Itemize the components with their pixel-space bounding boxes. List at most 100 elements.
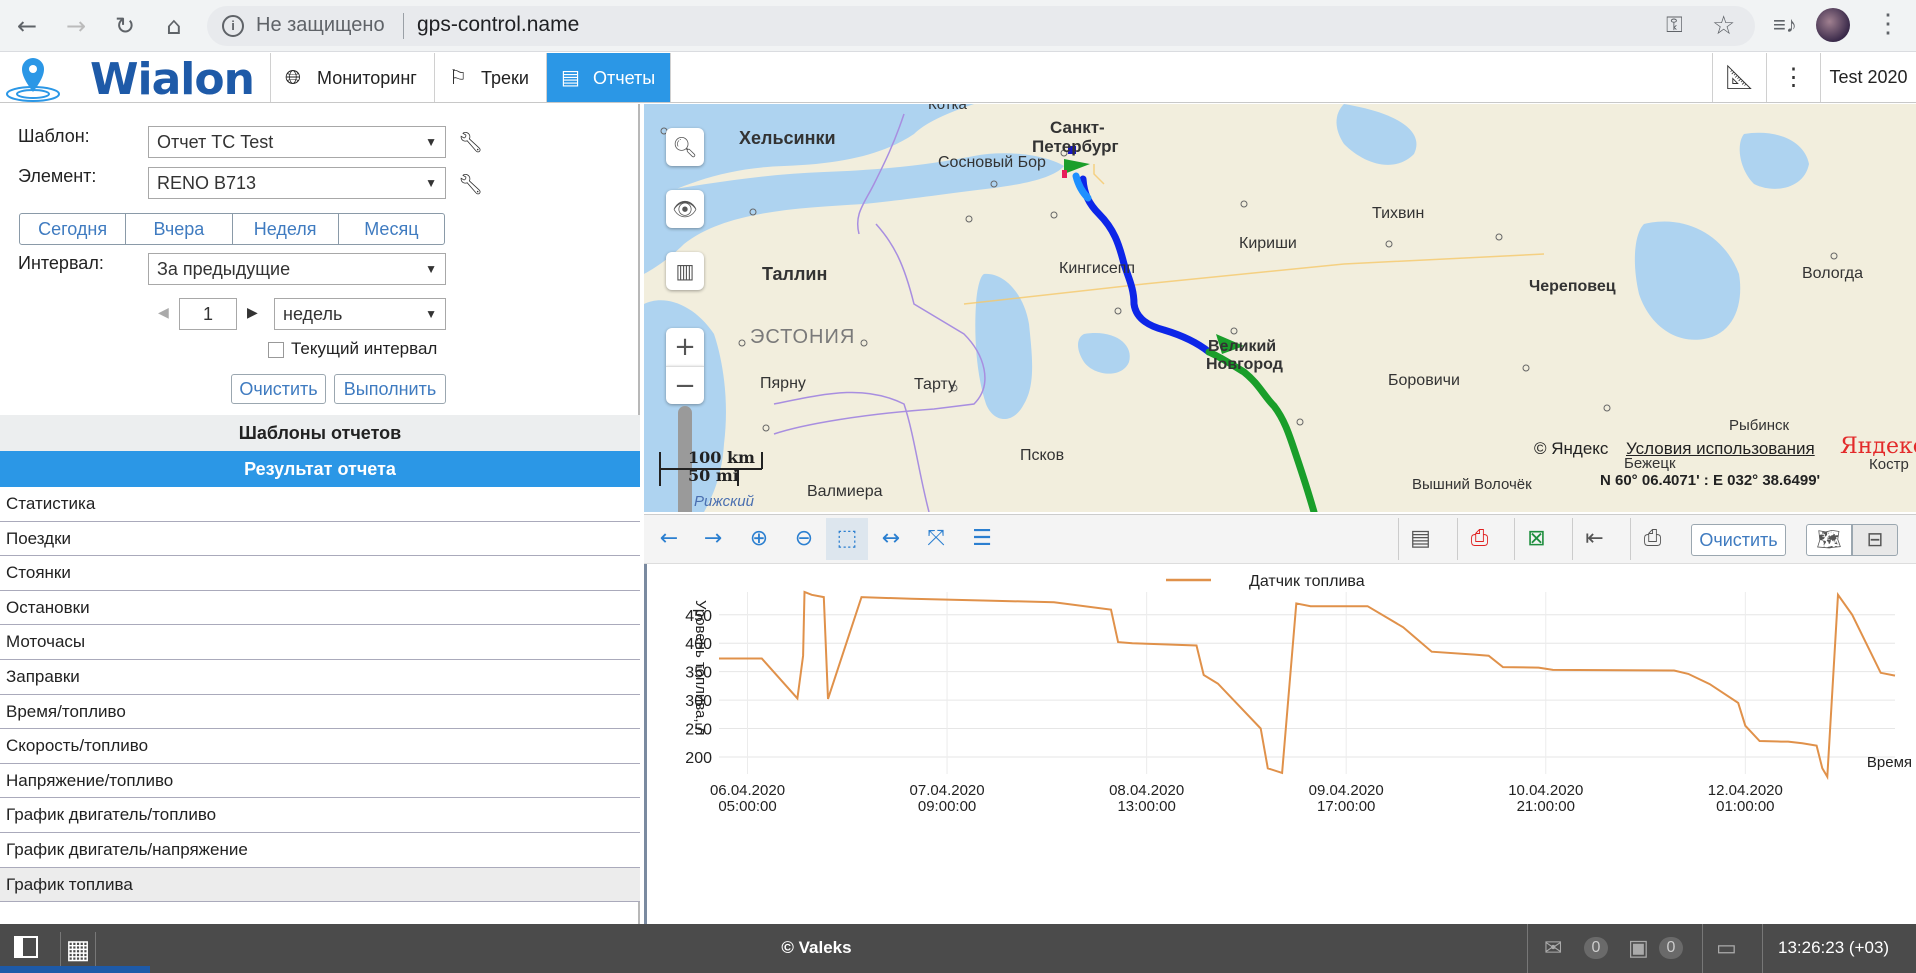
clear-chart-button[interactable]: Очистить: [1691, 524, 1786, 556]
result-item-parkings[interactable]: Стоянки: [0, 556, 640, 591]
map[interactable]: Сосновый Бор Хельсинки Санкт- Петербург …: [644, 104, 1916, 512]
images-icon[interactable]: ▣: [1628, 935, 1649, 960]
execute-button[interactable]: Выполнить: [334, 374, 446, 404]
lake-peipus: [975, 273, 1033, 419]
period-week-button[interactable]: Неделя: [233, 214, 339, 244]
result-item-speed-fuel[interactable]: Скорость/топливо: [0, 729, 640, 764]
map-label: ЭСТОНИЯ: [750, 326, 856, 348]
result-item-statistics[interactable]: Статистика: [0, 487, 640, 522]
period-yesterday-button[interactable]: Вчера: [126, 214, 233, 244]
template-wrench-icon[interactable]: 🔧︎: [458, 130, 484, 154]
notifications-icon[interactable]: ▭: [1716, 935, 1737, 960]
border-line: [857, 113, 905, 235]
home-icon[interactable]: ⌂: [166, 12, 182, 40]
result-item-engine-voltage-chart[interactable]: График двигатель/напряжение: [0, 833, 640, 868]
result-item-trips[interactable]: Поездки: [0, 521, 640, 557]
chart-grid: [719, 592, 1895, 774]
taskbar-strip: [0, 966, 150, 973]
browser-menu-icon[interactable]: ⋮: [1875, 8, 1901, 38]
map-terms-link[interactable]: Условия использования: [1626, 439, 1815, 458]
printer-icon[interactable]: ⎙: [1630, 518, 1674, 560]
info-icon[interactable]: i: [222, 15, 244, 37]
templates-section-header[interactable]: Шаблоны отчетов: [0, 415, 640, 451]
split-view-icon[interactable]: ⊟: [1852, 524, 1898, 556]
fit-all-icon[interactable]: ⤧: [927, 526, 945, 551]
zoom-out-icon[interactable]: −: [666, 366, 704, 404]
interval-select[interactable]: За предыдущие ▼: [148, 253, 446, 285]
start-arrow-icon: [1064, 159, 1090, 174]
map-search-icon[interactable]: 🔍︎: [666, 128, 704, 166]
pdf-export-icon[interactable]: ⎙: [1457, 518, 1501, 560]
element-select[interactable]: RENO B713 ▼: [148, 167, 446, 199]
url-text[interactable]: gps-control.name: [417, 13, 580, 36]
zoom-out-chart-icon[interactable]: ⊖: [794, 526, 814, 551]
panel-toggle-icon[interactable]: [14, 936, 38, 958]
nav-tracks[interactable]: ⚐ Треки: [434, 53, 546, 102]
increment-icon[interactable]: ▶: [247, 304, 258, 320]
print-preview-icon[interactable]: ▤: [1398, 518, 1442, 560]
ruler-icon[interactable]: 📐︎: [1712, 53, 1766, 102]
result-item-engine-fuel-chart[interactable]: График двигатель/топливо: [0, 798, 640, 833]
back-icon[interactable]: ←: [16, 12, 38, 40]
element-wrench-icon[interactable]: 🔧︎: [458, 172, 484, 196]
more-menu-icon[interactable]: ⋮: [1766, 53, 1820, 102]
nav-monitoring[interactable]: 🌐︎ Мониторинг: [270, 53, 434, 102]
result-item-stops[interactable]: Остановки: [0, 590, 640, 626]
gulf-of-finland: [644, 153, 1064, 274]
user-name[interactable]: Test 2020: [1820, 53, 1916, 102]
result-item-fillings[interactable]: Заправки: [0, 660, 640, 695]
zoom-slider[interactable]: [678, 406, 692, 512]
lake-ladoga: [1336, 104, 1417, 165]
x-axis-zoom-icon[interactable]: ↔: [881, 526, 901, 551]
map-visibility-icon[interactable]: 👁︎: [666, 190, 704, 228]
legend-list-icon[interactable]: ☰: [972, 526, 992, 551]
app-header: [0, 53, 1916, 103]
result-item-time-fuel[interactable]: Время/топливо: [0, 694, 640, 730]
y-tick-label: 350: [685, 665, 712, 682]
fuel-chart-panel: 200 250 300 350 400 450 06.04.2020 05:00:00 07.…: [644, 564, 1916, 924]
map-label: Таллин: [762, 264, 828, 284]
apps-grid-icon[interactable]: ▦: [60, 932, 96, 968]
border-line: [773, 391, 930, 512]
template-select[interactable]: Отчет ТС Test ▼: [148, 126, 446, 158]
forward-icon[interactable]: →: [65, 12, 87, 40]
messages-icon[interactable]: ✉: [1544, 935, 1563, 960]
import-icon[interactable]: ⇤: [1572, 518, 1616, 560]
decrement-icon[interactable]: ◀: [158, 304, 169, 320]
media-control-icon[interactable]: ≡♪: [1773, 12, 1797, 37]
road-line: [963, 164, 1545, 305]
current-interval-checkbox[interactable]: [268, 342, 284, 358]
key-icon[interactable]: ⚿: [1666, 12, 1683, 37]
zoom-in-chart-icon[interactable]: ⊕: [749, 526, 769, 551]
period-month-button[interactable]: Месяц: [364, 219, 419, 239]
track-lightblue: [1072, 172, 1092, 202]
yandex-logo[interactable]: Яндекс: [1840, 434, 1916, 459]
result-item-voltage-fuel[interactable]: Напряжение/топливо: [0, 763, 640, 799]
result-section-header[interactable]: Результат отчета: [0, 451, 640, 487]
x-axis-label: Время: [1867, 754, 1912, 771]
clear-form-button[interactable]: Очистить: [231, 374, 326, 404]
bookmark-star-icon[interactable]: ☆: [1712, 10, 1736, 40]
reload-icon[interactable]: ↻: [114, 12, 136, 40]
map-layers-icon[interactable]: ▥: [666, 252, 704, 290]
result-item-engine-hours[interactable]: Моточасы: [0, 625, 640, 660]
result-item-fuel-chart[interactable]: График топлива: [0, 867, 640, 903]
unit-select[interactable]: недель ▼: [274, 298, 446, 330]
map-label: Тарту: [914, 376, 957, 393]
excel-export-icon[interactable]: ⊠: [1514, 518, 1558, 560]
profile-avatar[interactable]: [1816, 8, 1850, 42]
address-bar[interactable]: [207, 6, 1755, 46]
map-label: Хельсинки: [739, 128, 836, 148]
map-canvas[interactable]: [644, 104, 1916, 512]
map-view-icon[interactable]: 🗺︎: [1806, 524, 1852, 556]
back-arrow-icon[interactable]: ←: [659, 526, 679, 551]
forward-arrow-icon[interactable]: →: [703, 526, 723, 551]
map-label: Новгород: [1206, 356, 1283, 373]
chevron-down-icon: ▼: [425, 135, 437, 149]
zoom-in-icon[interactable]: +: [666, 328, 704, 366]
period-today-button[interactable]: Сегодня: [20, 214, 127, 244]
count-input[interactable]: 1: [179, 298, 237, 330]
nav-reports[interactable]: ▤ Отчеты: [546, 53, 670, 102]
zoom-box-icon[interactable]: ⬚: [826, 518, 868, 560]
